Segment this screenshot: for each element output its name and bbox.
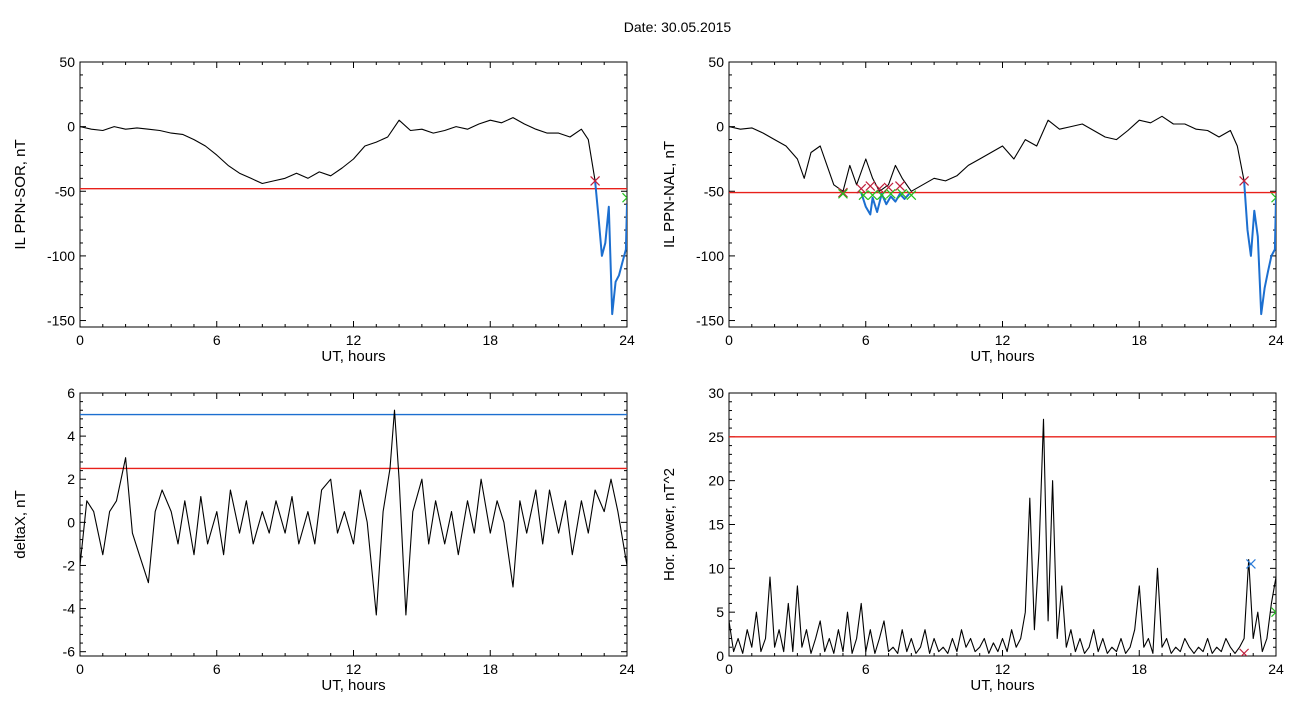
x-tick-label: 18: [482, 661, 498, 677]
figure-title: Date: 30.05.2015: [623, 19, 732, 35]
x-tick-label: 0: [76, 332, 84, 348]
series-line-black: [80, 117, 596, 185]
series-line-black: [729, 115, 1245, 192]
y-axis-label: IL PPN-SOR, nT: [12, 139, 29, 249]
y-axis-label: IL PPN-NAL, nT: [661, 141, 678, 248]
series-line-black: [729, 418, 1276, 654]
marker-x-red: [1239, 648, 1250, 656]
y-tick-label: -150: [47, 313, 75, 329]
marker-x-blue: [1246, 559, 1256, 569]
panel-2: 0 6 12 18 24 -150 -100 -50 0 50 UT, hours IL PPN-NA…: [661, 54, 1284, 365]
series-group: [729, 115, 1276, 316]
marker-x-red: [865, 181, 876, 192]
plot-frame: [728, 61, 1277, 328]
x-tick-label: 18: [1131, 661, 1147, 677]
x-tick-label: 24: [1268, 332, 1284, 348]
marker-x-red: [1239, 176, 1250, 186]
y-tick-label: -6: [63, 644, 76, 660]
marker-x-red: [883, 182, 894, 193]
marker-x-green: [838, 188, 848, 199]
series-group: [80, 117, 627, 316]
marker-x-green: [858, 190, 869, 201]
y-tick-label: 0: [67, 119, 75, 135]
x-tick-label: 18: [1131, 332, 1147, 348]
marker-x-green: [622, 192, 627, 203]
x-tick-label: 24: [619, 661, 635, 677]
plot-frame: [728, 392, 1277, 657]
x-tick-label: 24: [619, 332, 635, 348]
x-tick-label: 6: [862, 332, 870, 348]
marker-x-green: [897, 188, 908, 199]
y-tick-label: 6: [67, 385, 75, 401]
marker-x-green: [885, 188, 896, 199]
marker-x-green: [1271, 607, 1276, 618]
series-line-blue: [860, 192, 910, 216]
marker-x-green: [906, 190, 917, 201]
marker-x-red: [856, 183, 867, 194]
marker-x-green: [1271, 192, 1276, 203]
y-tick-label: 15: [708, 517, 724, 533]
series-line-blue: [1243, 180, 1276, 316]
y-tick-label: 4: [67, 428, 75, 444]
y-axis-label: Hor. power, nT^2: [661, 468, 678, 581]
x-tick-label: 12: [995, 661, 1011, 677]
x-tick-label: 18: [482, 332, 498, 348]
y-tick-label: 2: [67, 471, 75, 487]
marker-x-green: [876, 190, 887, 201]
y-tick-label: -150: [696, 313, 724, 329]
x-tick-label: 12: [995, 332, 1011, 348]
y-tick-label: 0: [716, 648, 724, 664]
y-tick-label: -100: [47, 248, 75, 264]
y-tick-label: -2: [63, 557, 76, 573]
panel-4: 0 6 12 18 24 0 5 10 15 20 25 30 UT, hours Hor. power,…: [661, 385, 1284, 694]
x-tick-label: 12: [346, 332, 362, 348]
y-tick-label: -100: [696, 248, 724, 264]
marker-x-red: [838, 187, 848, 198]
x-axis-label: UT, hours: [321, 677, 385, 694]
x-axis-label: UT, hours: [321, 348, 385, 365]
series-line-black: [80, 409, 627, 616]
plot-frame: [79, 61, 628, 328]
y-tick-label: -4: [63, 601, 76, 617]
series-line-blue: [594, 180, 627, 316]
x-axis-label: UT, hours: [970, 348, 1034, 365]
y-tick-label: 10: [708, 560, 724, 576]
x-axis-label: UT, hours: [970, 677, 1034, 694]
y-tick-label: 0: [67, 514, 75, 530]
panel-1: 0 6 12 18 24 -150 -100 -50 0 50 UT, hours IL PPN-SO…: [12, 54, 635, 365]
x-tick-label: 6: [213, 661, 221, 677]
y-tick-label: 20: [708, 473, 724, 489]
y-tick-label: 0: [716, 119, 724, 135]
x-tick-label: 24: [1268, 661, 1284, 677]
x-tick-label: 0: [725, 332, 733, 348]
y-tick-label: 50: [59, 54, 75, 70]
y-tick-label: 5: [716, 604, 724, 620]
x-tick-label: 0: [725, 661, 733, 677]
y-tick-label: 30: [708, 385, 724, 401]
series-group: [80, 409, 627, 616]
x-tick-label: 6: [213, 332, 221, 348]
series-group: [729, 418, 1276, 656]
y-tick-label: 25: [708, 429, 724, 445]
y-tick-label: -50: [55, 183, 75, 199]
x-tick-label: 0: [76, 661, 84, 677]
x-tick-label: 6: [862, 661, 870, 677]
y-axis-label: deltaX, nT: [12, 490, 29, 558]
y-tick-label: -50: [704, 183, 724, 199]
marker-x-red: [895, 181, 905, 192]
marker-x-red: [590, 176, 601, 186]
y-tick-label: 50: [708, 54, 724, 70]
marker-x-green: [867, 190, 878, 201]
x-tick-label: 12: [346, 661, 362, 677]
